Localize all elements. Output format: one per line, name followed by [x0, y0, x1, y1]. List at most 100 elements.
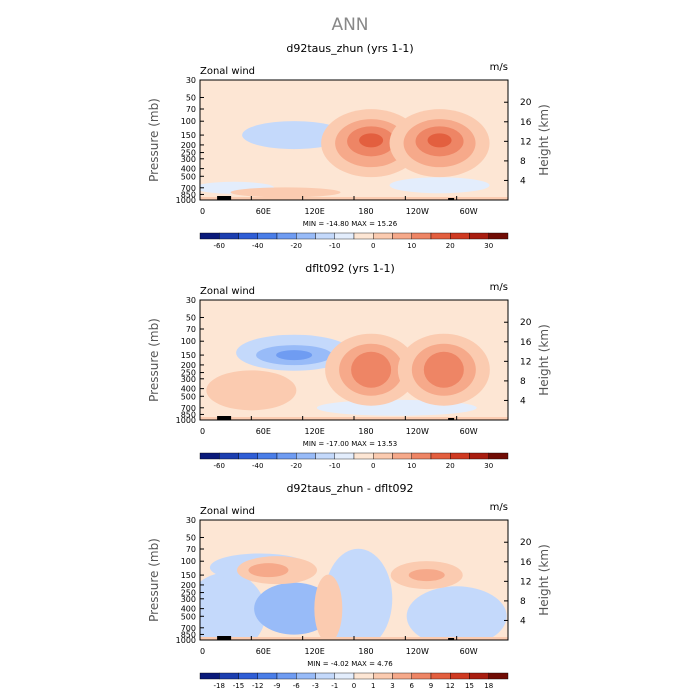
colorbar-label: 15: [465, 682, 474, 690]
chart-panel-2: dflt092 (yrs 1-1)Zonal wind m/s3050701001…: [147, 262, 551, 470]
y-axis-title: Pressure (mb): [147, 538, 161, 622]
colorbar-label: -20: [291, 462, 302, 470]
units-label: m/s: [490, 282, 508, 293]
jet-core: [427, 133, 452, 148]
colorbar-swatch: [238, 232, 258, 240]
y-tick-label: 500: [181, 172, 196, 181]
y-tick-label: 100: [181, 117, 196, 126]
y-tick-label: 850: [181, 630, 196, 639]
colorbar-swatch: [257, 452, 278, 460]
y-tick-label: 150: [181, 131, 196, 140]
colorbar-swatch: [276, 452, 297, 460]
x-tick-label: 60E: [256, 647, 271, 656]
y2-tick-label: 4: [520, 616, 526, 626]
plot-area: [200, 300, 508, 420]
chart-panel-1: d92taus_zhun (yrs 1-1) Zonal wind m/s 30 50 7…: [147, 42, 551, 250]
negative-region: [200, 572, 266, 640]
jet-core: [359, 133, 384, 148]
colorbar-label: -18: [214, 682, 225, 690]
colorbar-swatch: [257, 232, 278, 240]
jet-core: [351, 351, 392, 388]
y-tick-label: 500: [181, 392, 196, 401]
jet-core: [423, 351, 464, 388]
colorbar-swatch: [469, 452, 489, 460]
colorbar-swatch: [199, 672, 220, 680]
colorbar-swatch: [392, 452, 412, 460]
y-tick-label: 70: [186, 105, 196, 114]
x-tick-label: 180: [358, 427, 373, 436]
colorbar-swatch: [257, 672, 278, 680]
y-tick-label: 250: [181, 369, 196, 378]
y-tick-label: 400: [181, 385, 196, 394]
y-tick-label: 50: [186, 93, 196, 102]
y-tick-label: 850: [181, 410, 196, 419]
topography: [217, 196, 232, 200]
colorbar-swatch: [430, 232, 451, 240]
y-tick-label: 300: [181, 375, 196, 384]
colorbar-swatch: [373, 452, 393, 460]
colorbar-swatch: [276, 672, 297, 680]
y2-tick-label: 4: [520, 396, 526, 406]
panel-title: dflt092 (yrs 1-1): [305, 262, 395, 275]
colorbar-swatch: [353, 452, 374, 460]
colorbar-label: 20: [446, 242, 455, 250]
colorbar-swatch: [238, 452, 258, 460]
y-tick-label: 250: [181, 149, 196, 158]
colorbar-swatch: [430, 672, 451, 680]
y2-tick-label: 12: [520, 357, 531, 367]
colorbar-label: -15: [233, 682, 244, 690]
y-tick-label: 250: [181, 589, 196, 598]
min-max-stats: MIN = -17.00 MAX = 13.53: [303, 440, 397, 448]
x-tick-label: 60W: [460, 647, 478, 656]
colorbar-swatch: [334, 452, 355, 460]
y-tick-label: 50: [186, 533, 196, 542]
y-tick-label: 30: [186, 296, 196, 305]
colorbar-label: -3: [312, 682, 319, 690]
y-tick-label: 70: [186, 325, 196, 334]
colorbar-label: 0: [371, 462, 375, 470]
y2-tick-label: 8: [520, 597, 526, 607]
colorbar-label: -6: [293, 682, 301, 690]
y2-tick-label: 16: [520, 338, 532, 348]
x-tick-label: 120W: [406, 427, 429, 436]
colorbar-swatch: [469, 672, 489, 680]
x-tick-label: 60E: [256, 207, 271, 216]
y-tick-label: 500: [181, 612, 196, 621]
positive-core: [408, 569, 445, 582]
y-tick-label: 100: [181, 557, 196, 566]
y-axis-title: Pressure (mb): [147, 318, 161, 402]
colorbar-swatch: [296, 672, 316, 680]
y2-tick-label: 12: [520, 137, 531, 147]
y2-axis-title: Height (km): [537, 544, 551, 615]
low-level-westerly: [230, 187, 341, 198]
colorbar-label: 20: [446, 462, 455, 470]
colorbar-swatch: [315, 232, 335, 240]
x-tick-label: 120E: [305, 207, 325, 216]
x-tick-label: 0: [200, 647, 205, 656]
colorbar-label: 1: [371, 682, 375, 690]
field-label: Zonal wind: [200, 66, 255, 77]
y2-axis-title: Height (km): [537, 104, 551, 175]
y-tick-label: 850: [181, 190, 196, 199]
colorbar-swatch: [276, 232, 297, 240]
field-label: Zonal wind: [200, 286, 255, 297]
colorbar-swatch: [334, 232, 355, 240]
y2-tick-label: 20: [520, 98, 532, 108]
colorbar-swatch: [353, 232, 374, 240]
x-tick-label: 60W: [460, 207, 478, 216]
easterly-peak: [276, 350, 313, 361]
y-tick-label: 70: [186, 545, 196, 554]
units-label: m/s: [490, 62, 508, 73]
colorbar-swatch: [411, 672, 432, 680]
y2-tick-label: 8: [520, 377, 526, 387]
x-tick-label: 0: [200, 427, 205, 436]
y2-tick-label: 16: [520, 118, 532, 128]
colorbar-label: 18: [484, 682, 493, 690]
colorbar-label: -10: [329, 242, 340, 250]
colorbar-swatch: [373, 672, 393, 680]
low-level-region: [389, 177, 490, 194]
x-tick-label: 120W: [406, 647, 429, 656]
colorbar-swatch: [219, 232, 239, 240]
units-label: m/s: [490, 502, 508, 513]
